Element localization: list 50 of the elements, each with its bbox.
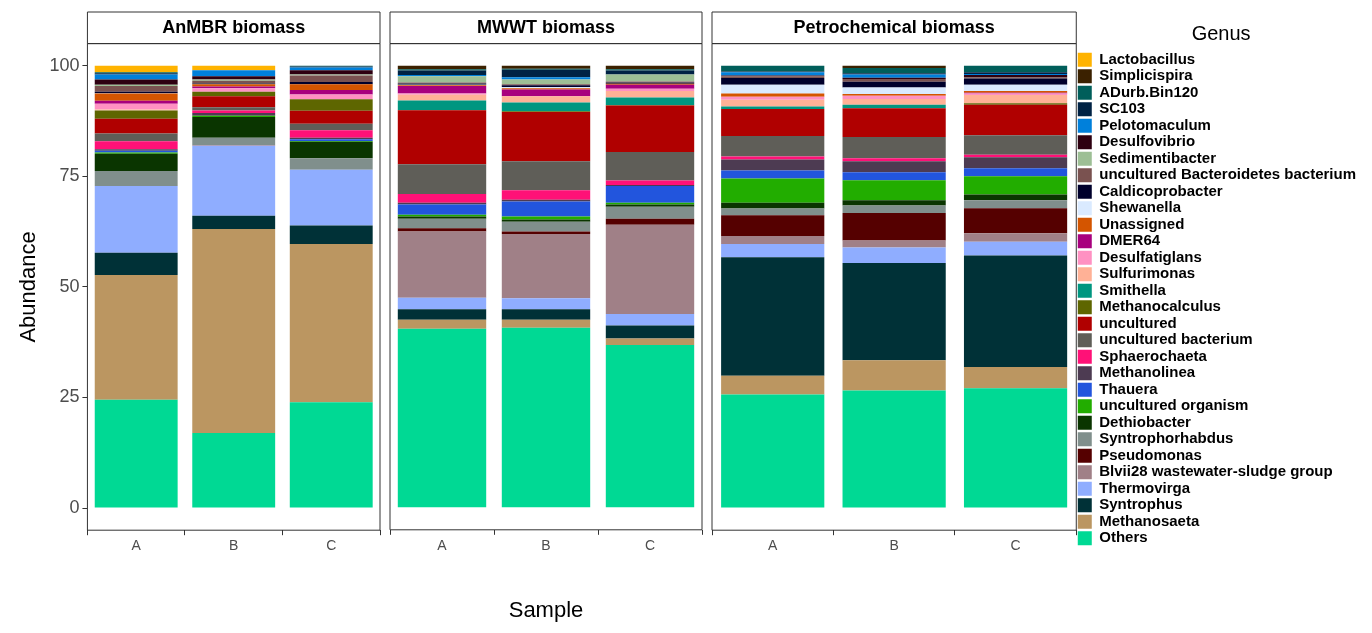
legend-label: Methanolinea [1099,363,1196,381]
x-tick-label: B [889,537,899,554]
legend-label: uncultured Bacteroidetes bacterium [1099,165,1357,183]
chart-title: AnMBR biomass [162,16,306,37]
legend-label: Smithella [1099,280,1167,298]
chart-title: MWWT biomass [477,16,615,37]
legend-label: Sedimentibacter [1099,148,1217,166]
x-axis-title: Sample [508,596,584,622]
x-tick-label: A [437,537,448,554]
legend-label: Methanosaeta [1099,511,1200,529]
legend-label: Caldicoprobacter [1099,181,1223,199]
legend-label: Sphaerochaeta [1099,346,1208,364]
legend-label: Syntrophorhabdus [1099,429,1234,447]
legend-label: Sulfurimonas [1099,264,1196,282]
y-tick-label: 0 [69,497,80,518]
legend-label: Simplicispira [1099,66,1194,84]
chart-title: Petrochemical biomass [793,16,995,37]
legend-label: Blvii28 wastewater-sludge group [1099,462,1333,480]
legend-label: uncultured bacterium [1099,330,1253,348]
legend-label: ADurb.Bin120 [1099,82,1199,100]
legend-label: Lactobacillus [1099,49,1196,67]
x-tick-label: B [229,537,239,554]
x-tick-label: C [1010,537,1021,554]
legend-label: Desulfatiglans [1099,247,1202,265]
legend-label: uncultured [1099,313,1177,331]
legend-label: Shewanella [1099,198,1182,216]
legend-label: Methanocalculus [1099,297,1221,315]
legend-label: DMER64 [1099,231,1161,249]
legend-label: Unassigned [1099,214,1185,232]
x-tick-label: A [131,537,142,554]
y-tick-label: 25 [59,386,80,407]
legend-label: Thermovirga [1099,478,1191,496]
legend-label: Others [1099,528,1148,546]
y-tick-label: 100 [49,54,80,75]
legend-label: Syntrophus [1099,495,1183,513]
x-tick-label: C [644,537,656,554]
x-tick-label: A [768,537,779,554]
y-tick-label: 75 [59,165,80,186]
legend-label: Dethiobacter [1099,412,1192,430]
x-tick-label: B [541,537,551,554]
legend-label: Desulfovibrio [1099,132,1196,150]
legend-label: uncultured organism [1099,396,1249,414]
x-tick-label: C [326,537,337,554]
legend-label: Thauera [1099,379,1159,397]
legend-label: Pseudomonas [1099,445,1202,463]
legend-label: Pelotomaculum [1099,115,1211,133]
legend-label: SC103 [1099,99,1146,117]
y-axis-title: Abundance [15,231,41,343]
y-tick-label: 50 [59,275,80,296]
legend-title: Genus [1191,22,1251,45]
